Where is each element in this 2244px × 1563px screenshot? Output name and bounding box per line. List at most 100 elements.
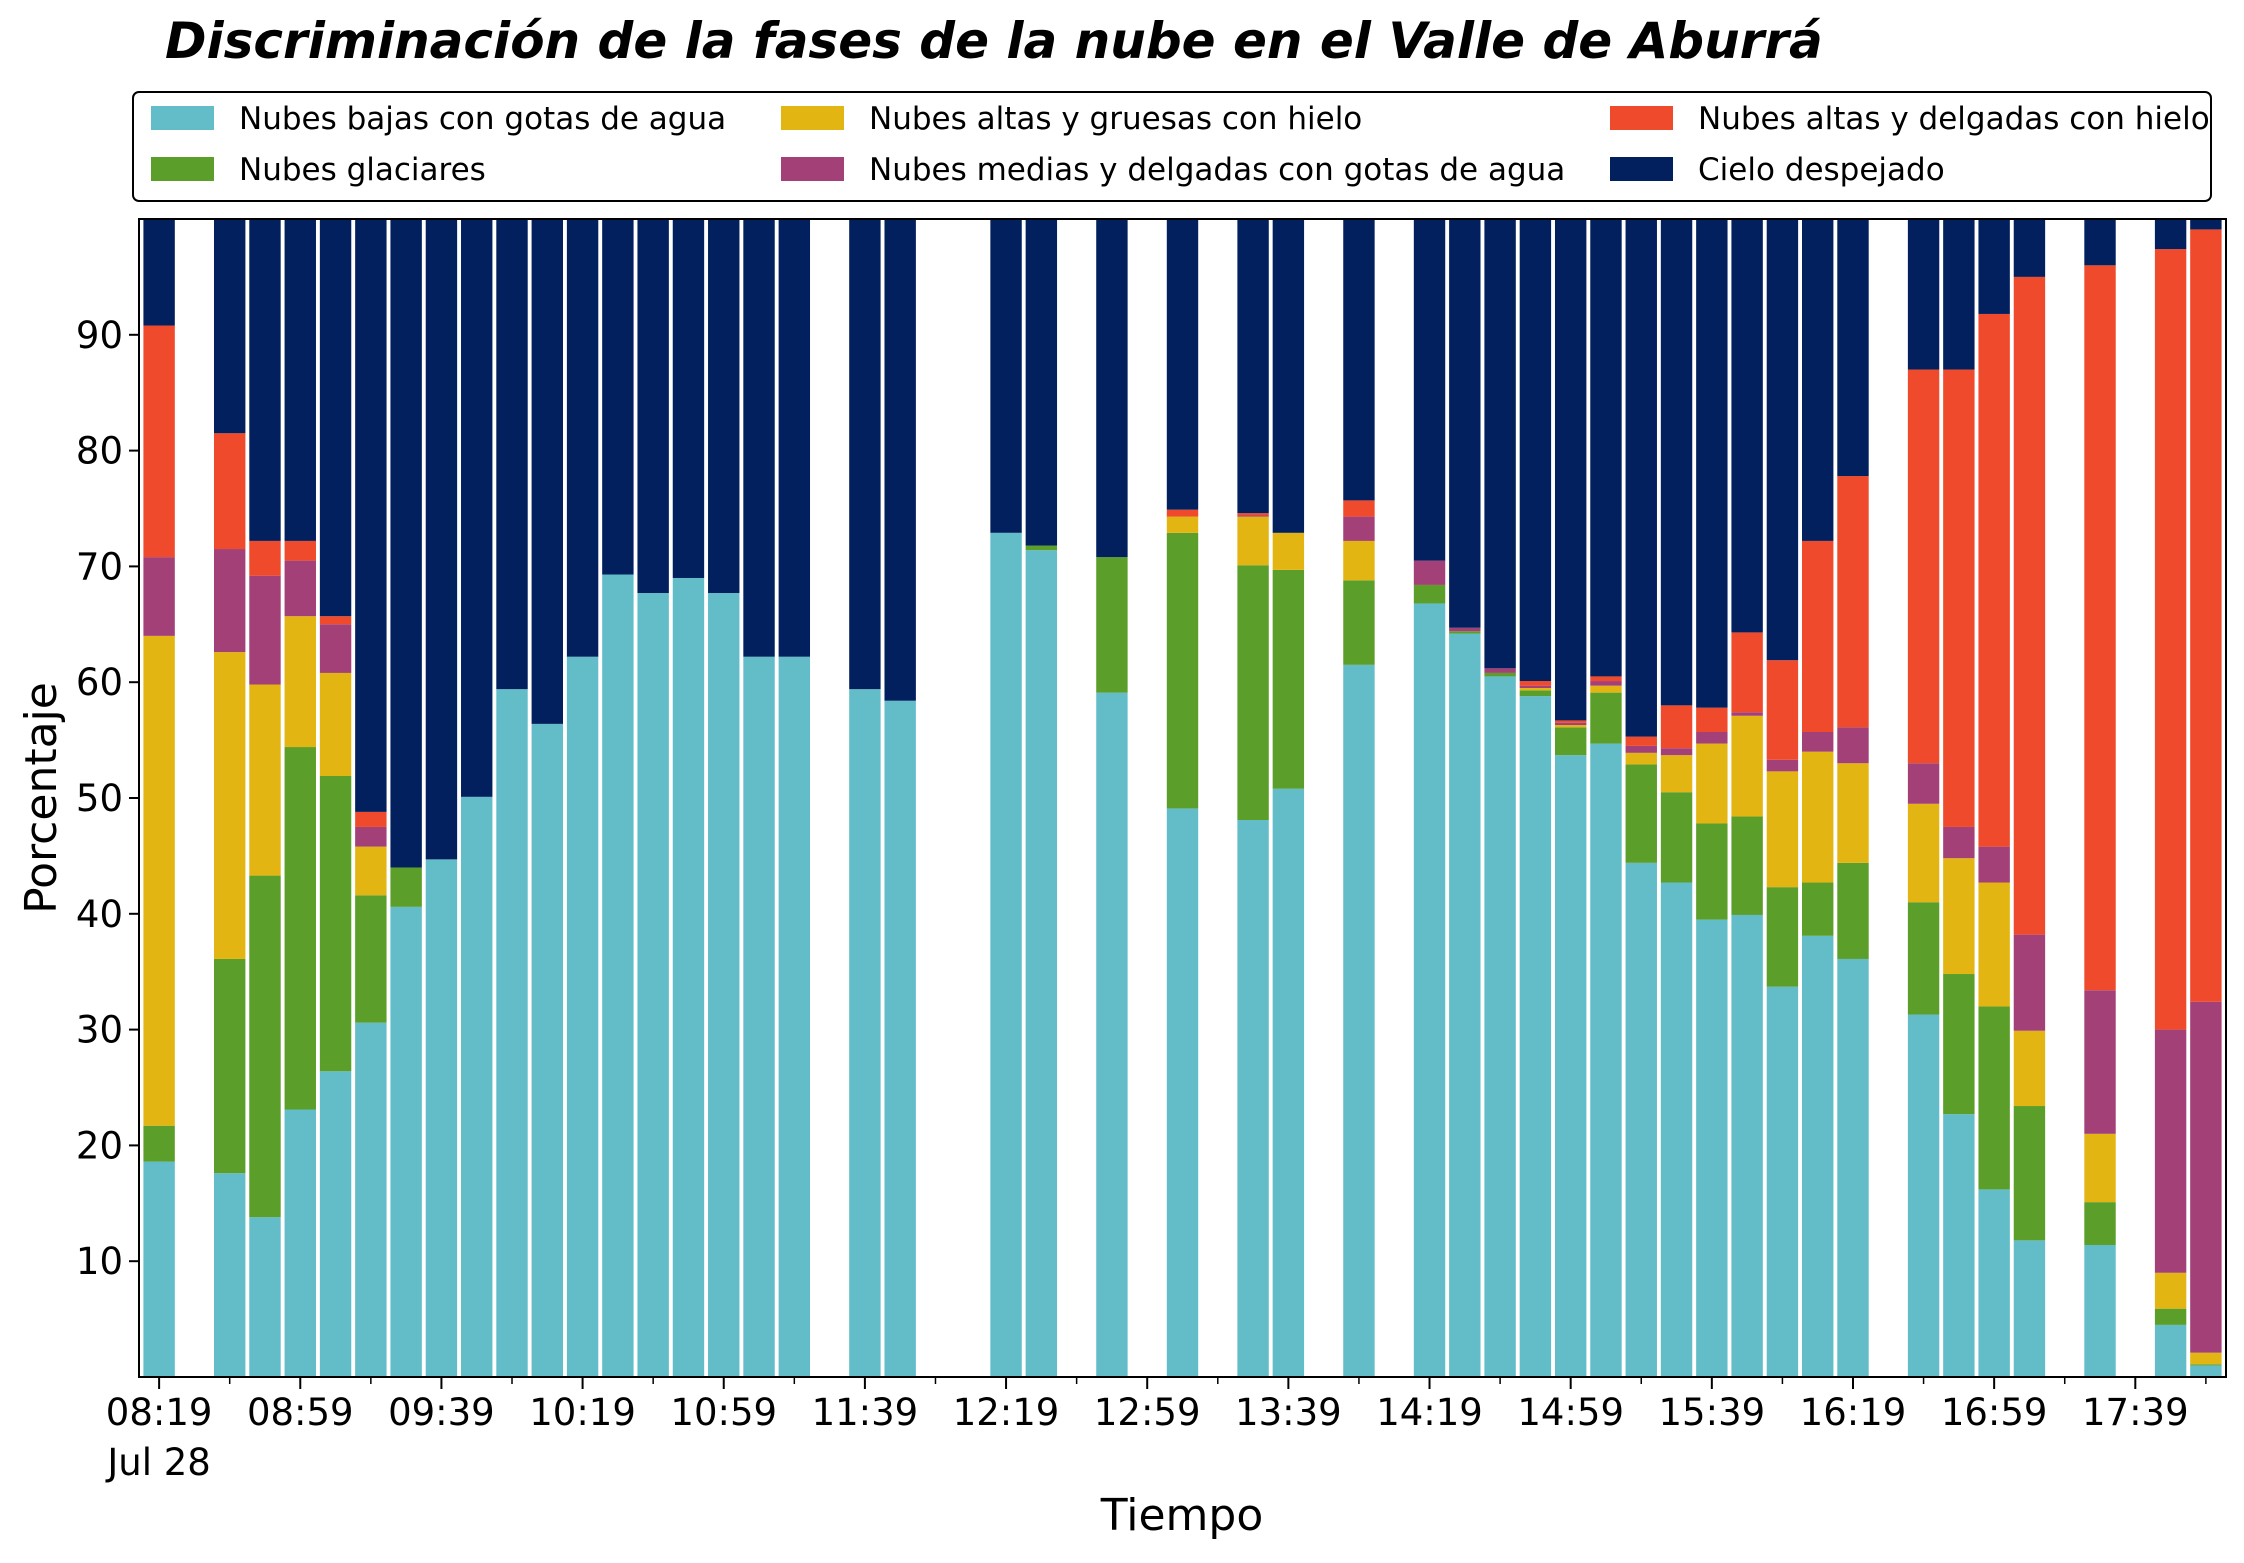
- bar-segment: [1272, 219, 1305, 533]
- bar-segment: [1978, 1006, 2010, 1190]
- bar-segment: [2190, 1365, 2222, 1377]
- bar-segment: [531, 219, 563, 724]
- bar-segment: [1096, 557, 1128, 693]
- legend-label: Nubes glaciares: [239, 152, 486, 188]
- bar-segment: [1272, 788, 1305, 1377]
- bar-segment: [2154, 219, 2187, 250]
- bar-segment: [1343, 540, 1375, 581]
- bar-segment: [1449, 631, 1481, 634]
- bar-segment: [1660, 792, 1693, 883]
- bar-segment: [602, 219, 634, 575]
- bar-segment: [355, 895, 387, 1023]
- bar-segment: [2084, 1202, 2116, 1245]
- bar-segment: [2154, 1029, 2187, 1273]
- bar-segment: [1837, 727, 1869, 764]
- bar-segment: [2013, 934, 2046, 1031]
- bar-segment: [1237, 565, 1269, 821]
- bar-segment: [1413, 219, 1446, 561]
- bar-segment: [1802, 935, 1834, 1377]
- y-tick-label: 40: [76, 893, 123, 936]
- y-axis-label: Porcentaje: [16, 682, 67, 914]
- bar-segment: [1096, 219, 1128, 558]
- bar-segment: [1590, 743, 1622, 1377]
- bar-segment: [213, 1173, 246, 1377]
- bar-segment: [1554, 727, 1587, 756]
- bar-segment: [566, 219, 599, 657]
- bar-segment: [461, 796, 493, 1377]
- bar-segment: [1907, 763, 1940, 804]
- x-tick-label: 16:19: [1800, 1391, 1907, 1434]
- bar-segment: [390, 219, 422, 868]
- bar-segment: [1943, 1114, 1975, 1377]
- bar-segment: [1449, 219, 1481, 628]
- bar-segment: [319, 672, 352, 776]
- bar-segment: [1766, 219, 1799, 661]
- bar-segment: [1590, 219, 1622, 677]
- bar-segment: [1590, 685, 1622, 693]
- bar-segment: [849, 219, 881, 690]
- bar-segment: [1731, 712, 1763, 716]
- bar-segment: [566, 656, 599, 1377]
- bar-segment: [1590, 676, 1622, 682]
- bar-segment: [1237, 820, 1269, 1377]
- bar-segment: [1802, 731, 1834, 752]
- bar-segment: [637, 593, 669, 1377]
- bar-segment: [355, 826, 387, 847]
- bar-segment: [1166, 808, 1199, 1377]
- bar-segment: [2190, 229, 2222, 1002]
- bar-segment: [319, 1071, 352, 1377]
- x-tick-label: 16:59: [1941, 1391, 2048, 1434]
- bar-segment: [2190, 1001, 2222, 1353]
- bar-segment: [1660, 748, 1693, 756]
- x-tick-label: 08:19: [106, 1391, 213, 1434]
- bar-segment: [1343, 500, 1375, 517]
- x-tick-label: 12:59: [1094, 1391, 1201, 1434]
- x-tick-label: 09:39: [388, 1391, 495, 1434]
- bar-segment: [390, 867, 422, 907]
- bar-segment: [143, 325, 175, 558]
- bar-segment: [1237, 219, 1269, 514]
- bar-segment: [1660, 755, 1693, 793]
- bar-segment: [213, 433, 246, 550]
- bar-segment: [602, 574, 634, 1377]
- bar-segment: [249, 875, 281, 1218]
- x-tick-label: 10:19: [529, 1391, 636, 1434]
- bar-segment: [1343, 219, 1375, 501]
- legend-label: Nubes altas y delgadas con hielo: [1698, 101, 2210, 137]
- bar-segment: [1554, 219, 1587, 721]
- bar-segment: [319, 219, 352, 617]
- bar-segment: [2084, 219, 2116, 266]
- bar-segment: [1519, 696, 1552, 1377]
- bar-segment: [496, 219, 528, 690]
- legend-swatch: [151, 106, 214, 130]
- bar-segment: [1696, 823, 1728, 920]
- bar-segment: [531, 723, 563, 1377]
- bar-segment: [213, 549, 246, 653]
- bar-segment: [1660, 882, 1693, 1377]
- bar-segment: [496, 689, 528, 1377]
- bar-segment: [708, 593, 740, 1377]
- bar-segment: [1413, 560, 1446, 585]
- bar-segment: [1484, 668, 1516, 673]
- bar-segment: [778, 219, 811, 657]
- bar-segment: [1802, 751, 1834, 883]
- bar-segment: [1272, 532, 1305, 570]
- bar-segment: [990, 532, 1022, 1377]
- legend-label: Nubes medias y delgadas con gotas de agu…: [869, 152, 1565, 188]
- bar-segment: [1025, 550, 1058, 1377]
- bar-segment: [461, 219, 493, 797]
- bar-segment: [1766, 660, 1799, 760]
- bar-segment: [2154, 1272, 2187, 1309]
- bar-segment: [1272, 569, 1305, 789]
- legend-swatch: [1610, 106, 1673, 130]
- bar-segment: [1766, 887, 1799, 987]
- bar-segment: [1519, 690, 1552, 697]
- bar-segment: [1519, 219, 1552, 682]
- bar-segment: [355, 1022, 387, 1377]
- bar-segment: [284, 560, 316, 617]
- bar-segment: [990, 219, 1022, 533]
- bar-segment: [1484, 219, 1516, 669]
- bar-segment: [1943, 219, 1975, 370]
- bar-segment: [143, 557, 175, 636]
- bar-segment: [1025, 219, 1058, 546]
